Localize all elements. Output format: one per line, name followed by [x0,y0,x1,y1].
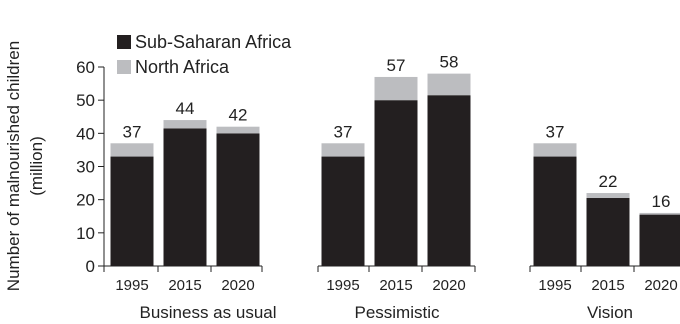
y-axis-label-line-2: (million) [27,136,46,196]
total-label: 37 [123,122,142,141]
legend-label: Sub-Saharan Africa [135,32,292,52]
y-tick-label: 40 [76,124,95,143]
x-tick-label: 2015 [379,277,412,294]
x-tick-label: 1995 [326,277,359,294]
total-label: 57 [387,56,406,75]
bar-sub-saharan-africa [163,128,207,266]
total-label: 44 [176,99,195,118]
y-axis-label-line-1: Number of malnourished children [4,41,23,291]
y-tick-label: 50 [76,91,95,110]
bar-sub-saharan-africa [639,214,680,266]
bar-sub-saharan-africa [110,156,154,266]
y-tick-label: 0 [86,257,95,276]
bar-north-africa [321,143,365,157]
bar-sub-saharan-africa [374,100,418,267]
legend-label: North Africa [135,57,230,77]
legend-swatch-north-africa [117,60,131,74]
total-label: 16 [652,192,671,211]
group-label: Vision [587,303,633,322]
x-tick-label: 2020 [644,277,677,294]
x-tick-label: 1995 [538,277,571,294]
bar-north-africa [639,212,680,215]
total-label: 37 [546,122,565,141]
y-axis-label: Number of malnourished children (million… [4,41,46,291]
y-tick-label: 20 [76,191,95,210]
bars [110,73,680,267]
group-label: Business as usual [139,303,276,322]
bar-north-africa [163,120,207,129]
x-tick-label: 1995 [115,277,148,294]
bar-north-africa [427,73,471,96]
bar-north-africa [216,126,260,134]
group-label: Pessimistic [354,303,440,322]
total-label: 22 [599,172,618,191]
bar-north-africa [374,76,418,101]
x-tick-label: 2020 [221,277,254,294]
bar-sub-saharan-africa [427,95,471,266]
total-label: 37 [334,122,353,141]
x-tick-label: 2020 [432,277,465,294]
bar-sub-saharan-africa [216,133,260,266]
x-tick-label: 2015 [591,277,624,294]
legend: Sub-Saharan Africa North Africa [117,32,292,77]
y-tick-label: 10 [76,224,95,243]
bar-north-africa [586,193,630,199]
bar-sub-saharan-africa [586,198,630,266]
bar-north-africa [533,143,577,157]
data-labels: 37 1995 44 2015 42 2020 Business as usual 37 199… [115,53,677,322]
total-label: 42 [229,106,248,125]
bar-sub-saharan-africa [321,156,365,266]
bar-north-africa [110,143,154,157]
legend-swatch-sub-saharan-africa [117,35,131,49]
total-label: 58 [440,53,459,72]
x-tick-label: 2015 [168,277,201,294]
bar-sub-saharan-africa [533,156,577,266]
y-tick-label: 60 [76,58,95,77]
y-tick-label: 30 [76,158,95,177]
